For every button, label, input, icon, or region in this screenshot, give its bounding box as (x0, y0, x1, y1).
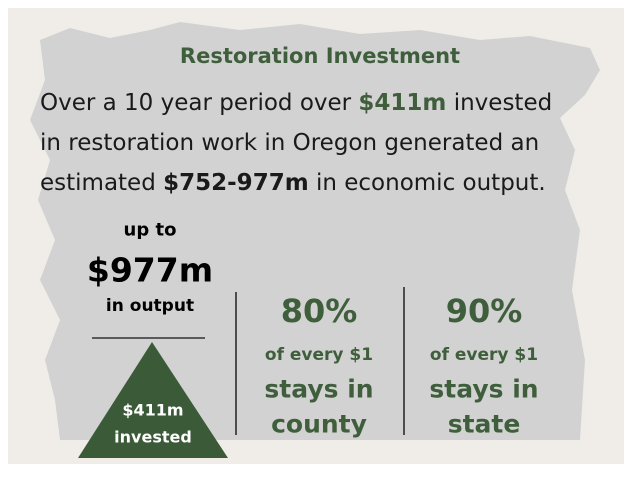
invested-amount: $411m (122, 400, 184, 420)
text: estimated (40, 170, 164, 196)
stat-line: county (271, 409, 367, 439)
highlight: $752-977m (163, 170, 309, 196)
invested-label: invested (114, 427, 192, 447)
highlight: $411m (358, 90, 447, 116)
output-amount: $977m (86, 250, 214, 290)
body-line: Over a 10 year period over $411m investe… (40, 90, 552, 116)
text: in economic output. (308, 170, 546, 196)
stat-line: stays in (264, 374, 374, 404)
stat-line: stays in (429, 374, 539, 404)
stat-line: state (447, 409, 521, 439)
output-suffix: in output (105, 296, 195, 316)
stat-percent: 90% (445, 292, 523, 330)
stat-line: of every $1 (264, 345, 374, 365)
title: Restoration Investment (179, 44, 461, 68)
output-prefix: up to (123, 219, 177, 241)
invested-triangle (78, 342, 228, 458)
text: Over a 10 year period over (40, 90, 359, 116)
stat-percent: 80% (280, 292, 358, 330)
stat-line: of every $1 (429, 345, 539, 365)
body-line: estimated $752-977m in economic output. (40, 170, 546, 196)
text: invested (446, 90, 553, 116)
oregon-shape (30, 22, 600, 440)
body-line: in restoration work in Oregon generated … (40, 130, 539, 156)
text: in restoration work in Oregon generated … (40, 130, 540, 156)
